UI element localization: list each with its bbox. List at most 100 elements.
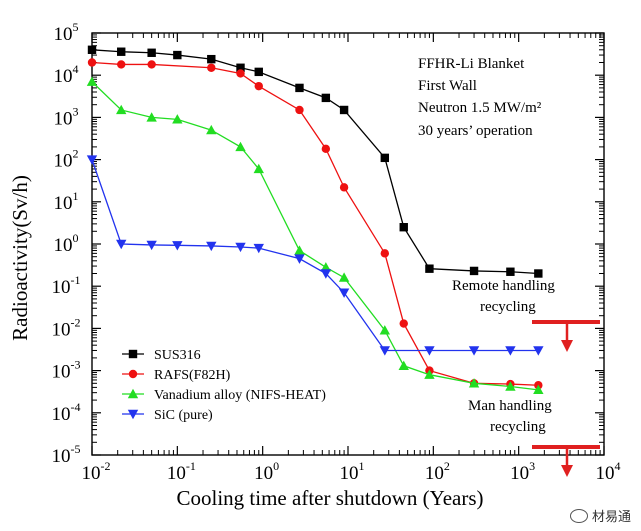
- annotation-line-2: First Wall: [418, 78, 477, 94]
- threshold-remote-label-1: Remote handling: [452, 278, 555, 294]
- legend-label: RAFS(F82H): [154, 368, 231, 383]
- data-point: [533, 346, 544, 356]
- y-tick-label: 101: [54, 189, 79, 214]
- data-point: [253, 243, 264, 254]
- x-tick-label: 101: [340, 459, 365, 484]
- data-point: [207, 54, 216, 64]
- data-point: [380, 249, 390, 258]
- data-point: [206, 241, 217, 252]
- x-tick-label: 10-1: [167, 459, 196, 484]
- data-point: [398, 360, 409, 370]
- legend-marker: [127, 388, 139, 399]
- data-point: [254, 67, 263, 77]
- legend-label: SiC (pure): [154, 408, 213, 423]
- y-axis-title: Radioactivity(Sv/h): [8, 175, 32, 341]
- data-point: [320, 269, 332, 279]
- data-point: [533, 384, 544, 395]
- threshold-arrow-head: [561, 465, 573, 477]
- data-point: [147, 60, 156, 69]
- data-point: [117, 47, 126, 56]
- data-point: [339, 183, 349, 192]
- y-tick-label: 10-1: [52, 273, 81, 298]
- data-point: [172, 114, 183, 124]
- data-point: [146, 240, 157, 251]
- data-point: [117, 60, 126, 69]
- annotation-line-3: Neutron 1.5 MW/m²: [418, 100, 542, 116]
- x-tick-label: 103: [510, 459, 535, 484]
- data-point: [468, 378, 480, 388]
- y-tick-label: 10-4: [52, 400, 81, 425]
- data-point: [254, 81, 263, 91]
- data-point: [235, 141, 246, 152]
- legend-label: SUS316: [154, 348, 201, 363]
- x-tick-label: 100: [254, 459, 279, 484]
- data-point: [86, 76, 98, 86]
- data-point: [235, 242, 246, 253]
- watermark-text: 材易通: [591, 510, 631, 525]
- data-point: [116, 104, 127, 115]
- data-point: [380, 153, 390, 163]
- data-point: [399, 319, 408, 328]
- legend-marker: [128, 349, 138, 359]
- data-point: [534, 269, 543, 278]
- y-tick-label: 105: [54, 20, 79, 45]
- wechat-icon: [569, 508, 588, 523]
- data-point: [253, 163, 264, 174]
- data-point: [207, 63, 216, 72]
- data-point: [294, 245, 305, 255]
- data-point: [379, 325, 391, 335]
- threshold-man-label-1: Man handling: [468, 398, 552, 414]
- data-point: [338, 272, 350, 282]
- data-point: [425, 264, 434, 273]
- legend-label: Vanadium alloy (NIFS-HEAT): [154, 388, 326, 403]
- data-point: [339, 105, 349, 115]
- y-tick-label: 10-3: [52, 358, 81, 383]
- data-point: [469, 266, 479, 276]
- data-point: [338, 288, 350, 298]
- data-point: [468, 346, 480, 356]
- data-point: [146, 112, 157, 122]
- data-point: [506, 267, 515, 276]
- data-point: [116, 239, 127, 250]
- y-tick-label: 104: [54, 62, 79, 87]
- data-point: [87, 58, 97, 67]
- y-tick-label: 102: [54, 147, 79, 172]
- data-point: [236, 69, 245, 78]
- data-point: [206, 124, 217, 135]
- data-point: [505, 346, 516, 356]
- data-point: [321, 93, 331, 103]
- data-point: [294, 254, 305, 264]
- threshold-arrow-head: [561, 340, 573, 352]
- data-point: [295, 83, 304, 93]
- legend-marker: [128, 369, 138, 379]
- data-point: [295, 105, 304, 115]
- x-tick-label: 104: [596, 459, 621, 484]
- series-line: [91, 81, 539, 391]
- data-point: [424, 346, 435, 356]
- data-point: [86, 155, 98, 165]
- data-point: [147, 48, 156, 57]
- data-point: [424, 369, 435, 379]
- annotation-line-1: FFHR-Li Blanket: [418, 56, 525, 72]
- x-tick-label: 10-2: [82, 459, 111, 484]
- x-axis-title: Cooling time after shutdown (Years): [177, 486, 484, 510]
- y-tick-label: 100: [54, 231, 79, 256]
- data-point: [87, 45, 97, 54]
- y-tick-label: 103: [54, 104, 79, 129]
- data-point: [173, 50, 182, 60]
- data-point: [236, 63, 245, 72]
- y-tick-label: 10-2: [52, 315, 81, 340]
- data-point: [399, 223, 408, 232]
- x-tick-label: 102: [425, 459, 450, 484]
- watermark: 材易通: [569, 506, 631, 525]
- legend-marker: [127, 409, 139, 420]
- data-point: [321, 144, 331, 154]
- data-point: [172, 241, 183, 251]
- data-point: [320, 262, 332, 272]
- annotation-line-4: 30 years’ operation: [418, 123, 533, 139]
- data-point: [505, 381, 516, 391]
- threshold-remote-label-2: recycling: [480, 299, 536, 315]
- threshold-man-label-2: recycling: [490, 419, 546, 435]
- series-line: [91, 159, 539, 352]
